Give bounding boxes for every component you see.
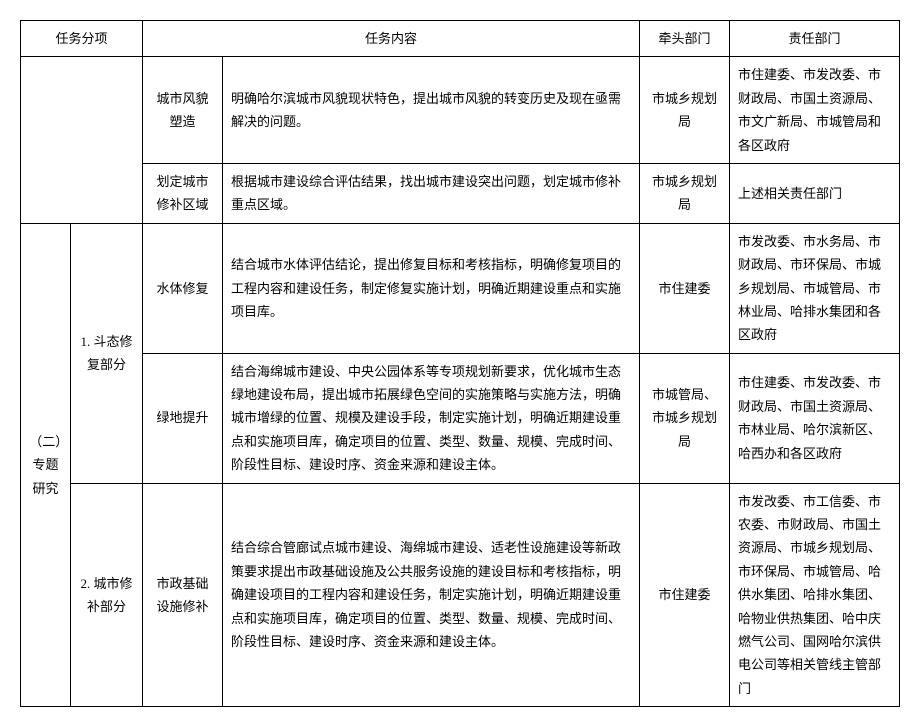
table-row: 城市风貌塑造 明确哈尔滨城市风貌现状特色，提出城市风貌的转变历史及现在亟需解决的… <box>21 57 900 164</box>
content-cell: 结合综合管廊试点城市建设、海绵城市建设、适老性设施建设等新政策要求提出市政基础设… <box>223 483 640 707</box>
table-row: （二）专题研究 1. 斗态修复部分 水体修复 结合城市水体评估结论，提出修复目标… <box>21 223 900 353</box>
resp-cell: 市住建委、市发改委、市财政局、市国土资源局、市文广新局、市城管局和各区政府 <box>730 57 900 164</box>
content-cell: 明确哈尔滨城市风貌现状特色，提出城市风貌的转变历史及现在亟需解决的问题。 <box>223 57 640 164</box>
lead-cell: 市城乡规划局 <box>640 57 730 164</box>
lead-cell: 市住建委 <box>640 223 730 353</box>
subtask-cell: 城市风貌塑造 <box>143 57 223 164</box>
subtask-cell: 水体修复 <box>143 223 223 353</box>
empty-cell <box>21 57 143 223</box>
subtask-cell: 划定城市修补区域 <box>143 163 223 223</box>
task-table: 任务分项 任务内容 牵头部门 责任部门 城市风貌塑造 明确哈尔滨城市风貌现状特色… <box>20 20 900 707</box>
section-label: （二）专题研究 <box>21 223 71 706</box>
group-label: 1. 斗态修复部分 <box>71 223 143 483</box>
table-header-row: 任务分项 任务内容 牵头部门 责任部门 <box>21 21 900 57</box>
content-cell: 结合海绵城市建设、中央公园体系等专项规划新要求，优化城市生态绿地建设布局，提出城… <box>223 353 640 483</box>
lead-cell: 市住建委 <box>640 483 730 707</box>
resp-cell: 市住建委、市发改委、市财政局、市国土资源局、市林业局、哈尔滨新区、哈西办和各区政… <box>730 353 900 483</box>
subtask-cell: 绿地提升 <box>143 353 223 483</box>
lead-cell: 市城管局、市城乡规划局 <box>640 353 730 483</box>
table-row: 绿地提升 结合海绵城市建设、中央公园体系等专项规划新要求，优化城市生态绿地建设布… <box>21 353 900 483</box>
content-cell: 根据城市建设综合评估结果，找出城市建设突出问题，划定城市修补重点区域。 <box>223 163 640 223</box>
group-label: 2. 城市修补部分 <box>71 483 143 707</box>
table-row: 2. 城市修补部分 市政基础设施修补 结合综合管廊试点城市建设、海绵城市建设、适… <box>21 483 900 707</box>
header-task-item: 任务分项 <box>21 21 143 57</box>
header-lead-dept: 牵头部门 <box>640 21 730 57</box>
resp-cell: 上述相关责任部门 <box>730 163 900 223</box>
table-row: 划定城市修补区域 根据城市建设综合评估结果，找出城市建设突出问题，划定城市修补重… <box>21 163 900 223</box>
content-cell: 结合城市水体评估结论，提出修复目标和考核指标，明确修复项目的工程内容和建设任务，… <box>223 223 640 353</box>
header-resp-dept: 责任部门 <box>730 21 900 57</box>
resp-cell: 市发改委、市水务局、市财政局、市环保局、市城乡规划局、市城管局、市林业局、哈排水… <box>730 223 900 353</box>
header-task-content: 任务内容 <box>143 21 640 57</box>
lead-cell: 市城乡规划局 <box>640 163 730 223</box>
resp-cell: 市发改委、市工信委、市农委、市财政局、市国土资源局、市城乡规划局、市环保局、市城… <box>730 483 900 707</box>
subtask-cell: 市政基础设施修补 <box>143 483 223 707</box>
